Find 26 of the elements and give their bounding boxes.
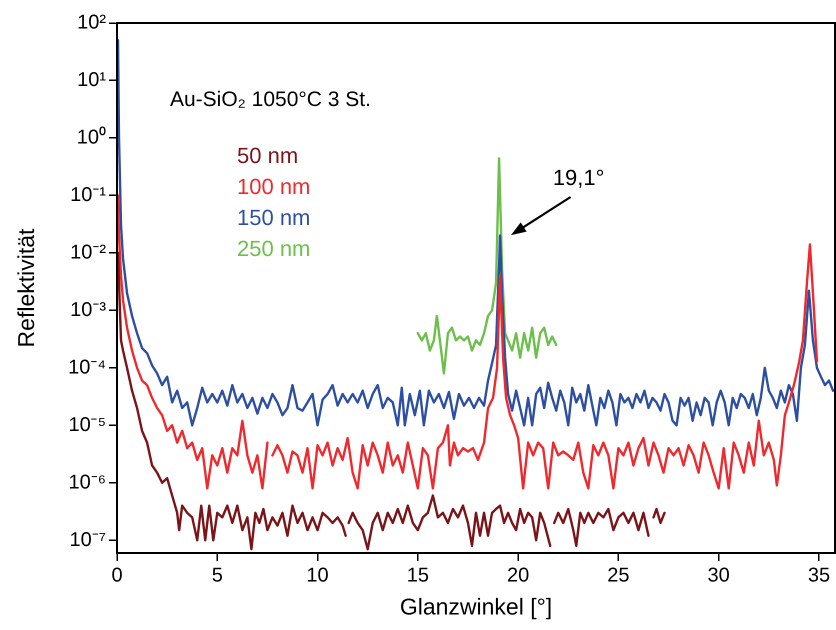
y-tick-label: 10⁻⁴ [68,356,106,378]
x-tick-label: 5 [212,564,223,587]
y-tick-label: 10⁻² [70,241,106,264]
x-tick-label: 20 [506,564,530,587]
y-tick-label: 10⁰ [76,125,106,148]
x-tick-label: 30 [708,564,730,587]
y-axis-title: Reflektivität [13,228,40,348]
y-tick-label: 10⁻⁶ [68,471,106,494]
text: 250 nm [237,236,310,261]
annotation: 19,1° [552,165,604,190]
x-tick-label: 35 [808,564,830,587]
x-tick-label: 10 [306,564,329,587]
x-tick-label: 25 [607,564,630,587]
y-tick-label: 10⁻⁵ [68,414,106,436]
y-tick-label: 10¹ [77,68,106,91]
y-tick-label: 10⁻⁷ [70,528,106,551]
y-tick-label: 10⁻³ [70,298,106,321]
text: Au-SiO₂ 1050°C 3 St. [170,88,371,111]
x-tick-label: 15 [406,564,429,587]
x-axis-title: Glanzwinkel [°] [400,594,552,620]
y-tick-label: 10⁻¹ [70,184,106,206]
text: 150 nm [237,205,310,230]
text: 100 nm [237,174,310,199]
text: 50 nm [237,143,298,168]
x-tick-label: 0 [111,564,123,587]
y-tick-label: 10² [77,12,106,34]
